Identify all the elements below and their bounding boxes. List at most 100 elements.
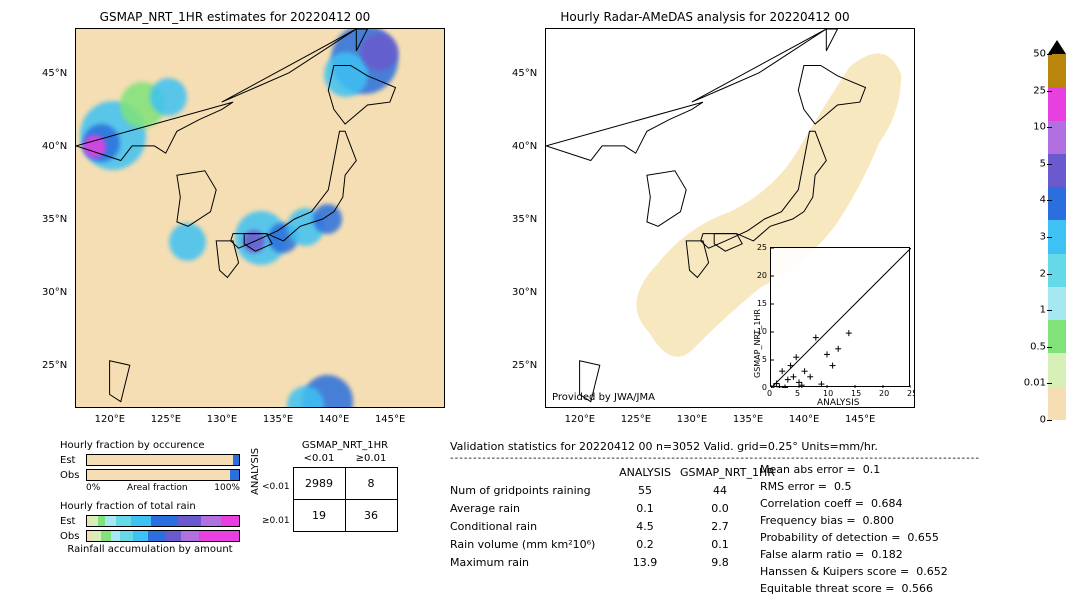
stats-metric-row: Mean abs error = 0.1: [760, 463, 1060, 480]
scatter-ylabel: GSMAP_NRT_1HR: [753, 309, 762, 378]
accum-seg: [101, 531, 112, 541]
colorbar-segment: [1048, 320, 1066, 353]
colorbar-tick: 25: [1033, 85, 1046, 96]
scatter-xtick: 0: [767, 389, 772, 398]
occurrence-bar-est: Est: [60, 453, 240, 467]
tick-0: 0%: [86, 483, 100, 493]
stats-val-analysis: 0.2: [610, 538, 680, 551]
obs-label: Obs: [60, 470, 86, 481]
stats-right-col: Mean abs error = 0.1RMS error = 0.5Corre…: [760, 463, 1060, 599]
cont-row-0: <0.01: [262, 482, 290, 492]
colorbar-segment: [1048, 54, 1066, 87]
x-tick: 145°E: [845, 414, 875, 425]
x-tick: 140°E: [319, 414, 349, 425]
colorbar-segment: [1048, 187, 1066, 220]
scatter-ytick: 20: [757, 271, 767, 280]
accum-seg: [166, 531, 181, 541]
accumulation-title: Hourly fraction of total rain: [60, 501, 240, 512]
cont-cell-11: 36: [345, 499, 397, 531]
colorbar-tick: 2: [1040, 268, 1046, 279]
accum-seg: [111, 531, 120, 541]
x-tick: 120°E: [565, 414, 595, 425]
accumulation-footer: Rainfall accumulation by amount: [60, 544, 240, 555]
occurrence-title: Hourly fraction by occurence: [60, 440, 240, 451]
cont-col-1: ≥0.01: [345, 451, 397, 467]
x-tick: 140°E: [789, 414, 819, 425]
scatter-xtick: 25: [907, 389, 915, 398]
est-label-2: Est: [60, 516, 86, 527]
accum-seg: [133, 531, 148, 541]
colorbar-segment: [1048, 287, 1066, 320]
accumulation-bar-obs: Obs: [60, 529, 240, 543]
occurrence-bar-obs: Obs: [60, 468, 240, 482]
stats-metric-row: False alarm ratio = 0.182: [760, 548, 1060, 565]
accumulation-bar-est: Est: [60, 514, 240, 528]
scatter-xtick: 10: [823, 389, 833, 398]
stats-val-analysis: 0.1: [610, 502, 680, 515]
x-tick: 120°E: [95, 414, 125, 425]
y-tick: 25°N: [512, 360, 537, 371]
accum-seg: [221, 516, 239, 526]
cont-cell-00: 2989: [293, 467, 345, 499]
accum-seg: [201, 516, 221, 526]
accum-seg: [92, 531, 101, 541]
y-tick: 35°N: [42, 214, 67, 225]
scatter-ytick: 15: [757, 299, 767, 308]
stats-val-gsmap: 2.7: [680, 520, 760, 533]
x-tick: 125°E: [621, 414, 651, 425]
x-tick: 130°E: [207, 414, 237, 425]
accum-seg: [90, 516, 98, 526]
stats-columns: ANALYSIS GSMAP_NRT_1HR Num of gridpoints…: [450, 463, 1070, 599]
stats-val-gsmap: 9.8: [680, 556, 760, 569]
cont-cell-10: 19: [293, 499, 345, 531]
colorbar-tick: 10: [1033, 122, 1046, 133]
colorbar: [1048, 40, 1066, 420]
colorbar-tick: 0: [1040, 415, 1046, 426]
stats-val-analysis: 4.5: [610, 520, 680, 533]
tick-100: 100%: [214, 483, 240, 493]
stats-row: Rain volume (mm km²10⁶) 0.2 0.1: [450, 535, 760, 553]
stats-left-col: ANALYSIS GSMAP_NRT_1HR Num of gridpoints…: [450, 463, 760, 599]
colorbar-tick: 4: [1040, 195, 1046, 206]
accum-seg: [178, 516, 201, 526]
stats-val-gsmap: 44: [680, 484, 760, 497]
stats-metric-row: Correlation coeff = 0.684: [760, 497, 1060, 514]
scatter-ytick: 0: [762, 383, 767, 392]
y-tick: 40°N: [42, 141, 67, 152]
stats-metric-row: Equitable threat score = 0.566: [760, 582, 1060, 599]
scatter-xtick: 5: [795, 389, 800, 398]
y-tick: 45°N: [42, 68, 67, 79]
stats-col-headers: ANALYSIS GSMAP_NRT_1HR: [450, 463, 760, 481]
colorbar-tick: 1: [1040, 305, 1046, 316]
stats-metric-row: Hanssen & Kuipers score = 0.652: [760, 565, 1060, 582]
stats-panel: Validation statistics for 20220412 00 n=…: [450, 440, 1070, 599]
colorbar-tick: 50: [1033, 49, 1046, 60]
x-tick: 130°E: [677, 414, 707, 425]
colorbar-segment: [1048, 254, 1066, 287]
accum-seg: [131, 516, 151, 526]
areal-fraction-label: Areal fraction: [127, 483, 188, 493]
colorbar-segment: [1048, 121, 1066, 154]
provided-by-label: Provided by JWA/JMA: [552, 392, 655, 403]
occurrence-est-bar: [86, 454, 240, 466]
contingency-panel: GSMAP_NRT_1HR <0.01≥0.01 29898 1936: [270, 440, 420, 532]
colorbar-segment: [1048, 154, 1066, 187]
scatter-xtick: 15: [851, 389, 861, 398]
stats-colhdr-analysis: ANALYSIS: [610, 466, 680, 479]
stats-val-analysis: 55: [610, 484, 680, 497]
bottom-panels: Hourly fraction by occurence Est Obs 0% …: [0, 440, 1080, 608]
stats-key: Rain volume (mm km²10⁶): [450, 538, 610, 551]
radar-map-title: Hourly Radar-AMeDAS analysis for 2022041…: [470, 10, 940, 24]
scatter-ytick: 25: [757, 243, 767, 252]
scatter-inset: 00551010151520202525ANALYSISGSMAP_NRT_1H…: [770, 247, 910, 387]
stats-val-gsmap: 0.1: [680, 538, 760, 551]
x-tick: 145°E: [375, 414, 405, 425]
x-tick: 125°E: [151, 414, 181, 425]
colorbar-tick: 0.01: [1024, 378, 1046, 389]
accum-seg: [98, 516, 106, 526]
contingency-col-header: GSMAP_NRT_1HR: [270, 440, 420, 451]
cont-cell-01: 8: [345, 467, 397, 499]
gsmap-map-panel: GSMAP_NRT_1HR estimates for 20220412 00 …: [0, 10, 470, 435]
colorbar-segment: [1048, 353, 1066, 386]
scatter-ytick: 5: [762, 355, 767, 364]
